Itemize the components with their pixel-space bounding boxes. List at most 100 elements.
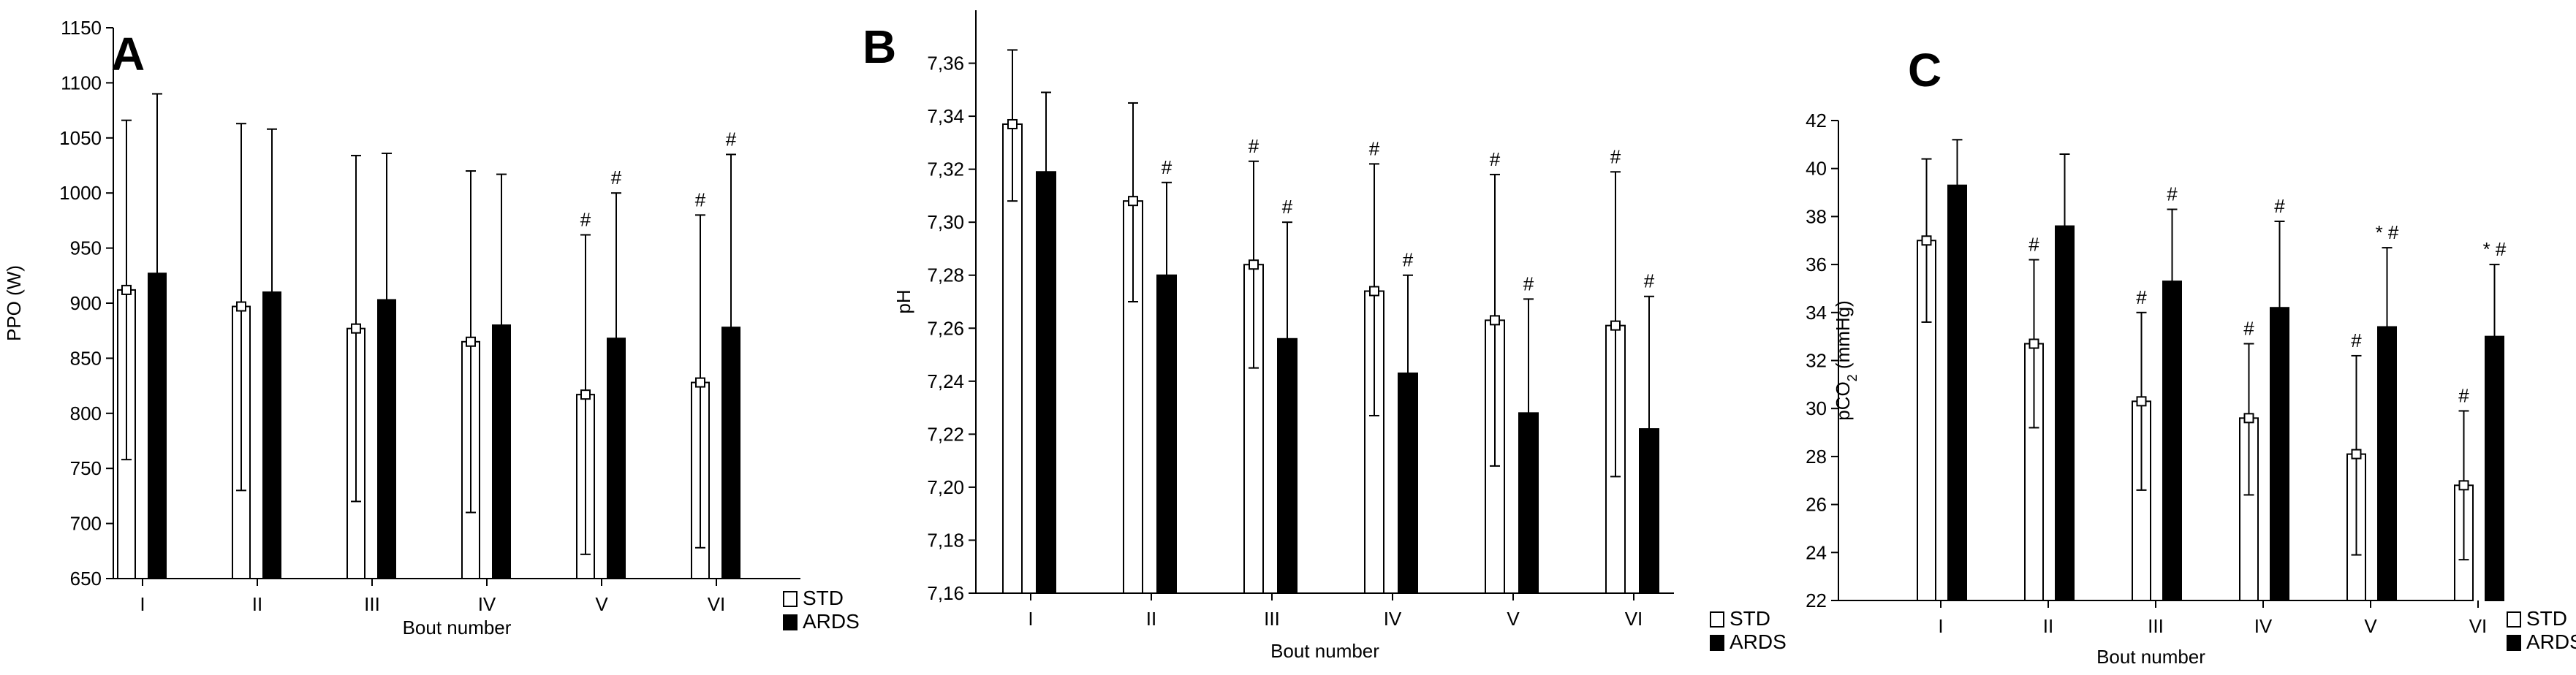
x-tick-label: II: [2043, 615, 2053, 637]
x-axis-title: Bout number: [2096, 646, 2205, 668]
bar-std: [2024, 343, 2044, 601]
y-tick-label: 38: [1806, 205, 1827, 227]
legend-label-ards: ARDS: [803, 610, 860, 633]
y-tick-label: 7,18: [927, 529, 964, 551]
bar-ards: [607, 338, 626, 579]
panel-b: B 7,16 7,18 7,20 7,22 7,24 7,26 7,28 7,30 7,32 7,3…: [863, 10, 1787, 662]
mean-marker: [1921, 235, 1932, 246]
y-tick-label: 900: [70, 292, 102, 314]
bar-ards: [2055, 225, 2075, 602]
significance-mark: * #: [2376, 221, 2399, 243]
x-tick-label: VI: [1625, 608, 1643, 630]
y-tick-label: 7,16: [927, 582, 964, 604]
significance-mark: #: [1523, 272, 1534, 294]
mean-marker: [2351, 449, 2362, 459]
legend-label-ards: ARDS: [2526, 630, 2576, 653]
y-tick-label: 7,36: [927, 53, 964, 75]
panel-c: C 22 24 26 28 30 32 34 36 38 40 42 pCO2 (mmHg) Bout n…: [1806, 44, 2576, 668]
significance-mark: #: [2351, 329, 2362, 351]
panel-letter: C: [1908, 44, 1942, 96]
bar-ards: [1277, 338, 1298, 594]
y-axis-title: PPO (W): [3, 265, 25, 341]
legend-swatch-ards: [2507, 635, 2521, 651]
panel-letter: A: [111, 28, 145, 80]
bar-ards: [2162, 281, 2182, 601]
significance-mark: * #: [2483, 238, 2507, 260]
mean-marker: [351, 323, 361, 334]
mean-marker: [2458, 480, 2469, 491]
bar-ards: [1036, 171, 1056, 595]
bar-std: [1002, 123, 1023, 595]
y-tick-label: 650: [70, 568, 102, 590]
panel-a: A 650 700 750 800 850 900 950 1000 1050 1100 1150 PP…: [3, 17, 860, 638]
significance-mark: #: [695, 188, 706, 210]
bar-ards: [2270, 307, 2289, 601]
significance-mark: #: [580, 209, 591, 231]
y-tick-label: 1100: [61, 72, 102, 94]
bar-ards: [1639, 428, 1659, 594]
y-tick-label: 700: [70, 513, 102, 535]
mean-marker: [695, 377, 705, 388]
y-tick-label: 7,30: [927, 211, 964, 233]
mean-marker: [466, 336, 476, 347]
bar-ards: [2485, 335, 2504, 601]
y-tick-label: 22: [1806, 590, 1827, 611]
significance-mark: #: [2028, 234, 2039, 256]
y-tick-label: 7,26: [927, 317, 964, 339]
bar-ards: [2377, 326, 2397, 601]
y-tick-label: 1000: [59, 182, 102, 204]
x-tick-label: VI: [708, 593, 726, 615]
legend-label-std: STD: [2526, 607, 2567, 630]
significance-mark: #: [2274, 195, 2285, 217]
mean-marker: [1249, 259, 1259, 270]
x-tick-label: I: [1028, 608, 1033, 630]
significance-mark: #: [2458, 384, 2469, 406]
mean-marker: [580, 389, 591, 400]
bar-ards: [492, 324, 511, 579]
y-tick-label: 750: [70, 457, 102, 479]
mean-marker: [1490, 315, 1500, 326]
significance-mark: #: [726, 128, 737, 150]
x-tick-label: II: [1146, 608, 1156, 630]
significance-mark: #: [1162, 156, 1173, 178]
x-tick-label: VI: [2469, 615, 2488, 637]
bar-ards: [1947, 184, 1967, 601]
y-tick-label: 24: [1806, 541, 1827, 563]
x-tick-label: V: [2364, 615, 2377, 637]
x-tick-label: IV: [2254, 615, 2273, 637]
y-tick-label: 26: [1806, 494, 1827, 516]
y-tick-label: 36: [1806, 253, 1827, 275]
legend-swatch-std: [2507, 611, 2521, 628]
x-tick-label: III: [2148, 615, 2164, 637]
x-tick-label: II: [252, 593, 262, 615]
panel-letter: B: [863, 20, 896, 73]
mean-marker: [2136, 396, 2147, 407]
bar-ards: [1398, 372, 1418, 594]
significance-mark: #: [1403, 249, 1414, 271]
significance-mark: #: [1610, 145, 1621, 167]
significance-mark: #: [1644, 270, 1655, 292]
significance-mark: #: [1282, 196, 1293, 218]
legend-label-std: STD: [1730, 607, 1770, 630]
x-axis-title: Bout number: [403, 617, 512, 638]
x-tick-label: V: [1507, 608, 1520, 630]
y-tick-label: 850: [70, 347, 102, 369]
y-tick-label: 32: [1806, 350, 1827, 372]
y-tick-label: 800: [70, 403, 102, 424]
mean-marker: [2028, 338, 2039, 349]
significance-mark: #: [2243, 318, 2254, 340]
x-tick-label: V: [595, 593, 608, 615]
legend-swatch-std: [783, 591, 798, 607]
legend-label-std: STD: [803, 587, 844, 609]
y-axis-title: pCO2 (mmHg): [1832, 300, 1860, 421]
mean-marker: [1007, 118, 1018, 129]
legend-label-ards: ARDS: [1730, 630, 1787, 653]
x-tick-label: III: [1264, 608, 1280, 630]
significance-mark: #: [1490, 148, 1501, 170]
legend-swatch-std: [1710, 611, 1724, 628]
y-tick-label: 950: [70, 237, 102, 259]
y-tick-label: 1150: [61, 17, 102, 39]
